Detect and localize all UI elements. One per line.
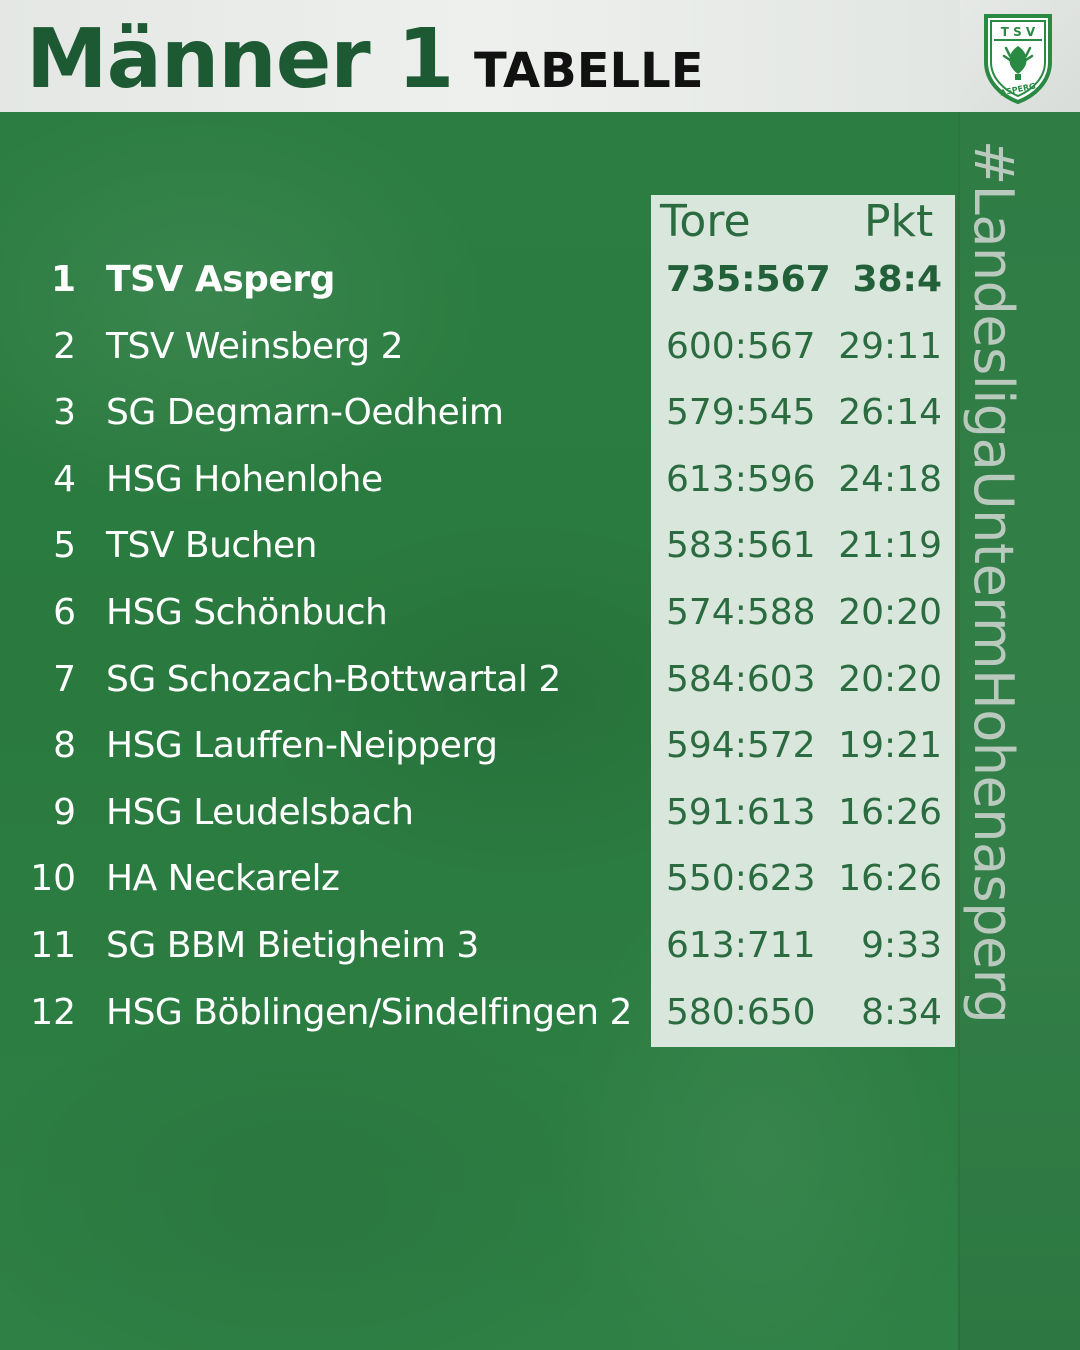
team-name: HSG Schönbuch	[106, 592, 388, 633]
points-cell: 24:18	[838, 458, 942, 500]
club-logo: T S V ASPERG	[984, 14, 1052, 104]
team-name: HA Neckarelz	[106, 858, 340, 900]
points-cell: 16:26	[838, 858, 942, 900]
points-cell: 19:21	[838, 725, 942, 767]
hashtag-strip	[958, 112, 1080, 1350]
hashtag-text: #LandesligaUntermHohenasperg	[962, 140, 1025, 1024]
points-cell: 9:33	[861, 925, 942, 966]
rank-cell: 11	[30, 925, 76, 966]
rank-cell: 6	[53, 592, 76, 633]
table-row: 9 HSG Leudelsbach 591:613 16:26	[0, 780, 960, 846]
goals-cell: 594:572	[666, 725, 816, 767]
team-name: SG Schozach-Bottwartal 2	[106, 658, 561, 700]
team-name: HSG Lauffen-Neipperg	[106, 725, 498, 767]
rank-cell: 2	[53, 325, 76, 367]
column-header-points: Pkt	[864, 196, 934, 247]
goals-cell: 613:711	[666, 925, 816, 966]
table-row: 10 HA Neckarelz 550:623 16:26	[0, 846, 960, 912]
points-cell: 29:11	[838, 325, 942, 367]
rank-cell: 4	[53, 458, 76, 500]
points-cell: 20:20	[838, 658, 942, 700]
header-band	[0, 0, 960, 112]
goals-cell: 735:567	[666, 259, 831, 300]
goals-cell: 550:623	[666, 858, 816, 900]
table-row: 6 HSG Schönbuch 574:588 20:20	[0, 580, 960, 646]
goals-cell: 583:561	[666, 525, 816, 567]
rank-cell: 7	[53, 658, 76, 700]
table-row: 12 HSG Böblingen/Sindelfingen 2 580:650 8:3…	[0, 980, 960, 1046]
team-name: TSV Buchen	[106, 525, 318, 567]
points-cell: 26:14	[838, 392, 942, 434]
goals-cell: 600:567	[666, 325, 816, 367]
points-cell: 21:19	[838, 525, 942, 567]
rank-cell: 8	[53, 725, 76, 767]
points-cell: 16:26	[838, 791, 942, 833]
goals-cell: 580:650	[666, 991, 816, 1033]
rank-cell: 5	[53, 525, 76, 567]
table-row: 2 TSV Weinsberg 2 600:567 29:11	[0, 314, 960, 380]
points-cell: 8:34	[861, 991, 942, 1033]
table-row: 7 SG Schozach-Bottwartal 2 584:603 20:20	[0, 647, 960, 713]
goals-cell: 613:596	[666, 458, 816, 500]
table-row: 1 TSV Asperg 735:567 38:4	[0, 247, 960, 313]
table-row: 4 HSG Hohenlohe 613:596 24:18	[0, 447, 960, 513]
team-name: TSV Weinsberg 2	[106, 325, 404, 367]
team-name: HSG Leudelsbach	[106, 791, 414, 833]
goals-cell: 591:613	[666, 791, 816, 833]
team-name: HSG Hohenlohe	[106, 458, 383, 500]
team-name: SG Degmarn-Oedheim	[106, 392, 504, 434]
team-name: TSV Asperg	[106, 259, 335, 300]
page-title: Männer 1	[26, 12, 454, 107]
rank-cell: 1	[50, 259, 76, 300]
stats-panel	[651, 195, 955, 1047]
table-row: 5 TSV Buchen 583:561 21:19	[0, 513, 960, 579]
rank-cell: 3	[53, 392, 76, 434]
table-row: 8 HSG Lauffen-Neipperg 594:572 19:21	[0, 713, 960, 779]
team-name: HSG Böblingen/Sindelfingen 2	[106, 991, 632, 1033]
rank-cell: 9	[53, 791, 76, 833]
goals-cell: 574:588	[666, 592, 816, 633]
table-row: 11 SG BBM Bietigheim 3 613:711 9:33	[0, 913, 960, 979]
rank-cell: 10	[30, 858, 76, 900]
points-cell: 20:20	[838, 592, 942, 633]
table-row: 3 SG Degmarn-Oedheim 579:545 26:14	[0, 380, 960, 446]
column-header-goals: Tore	[660, 196, 751, 247]
goals-cell: 579:545	[666, 392, 816, 434]
rank-cell: 12	[30, 991, 76, 1033]
team-name: SG BBM Bietigheim 3	[106, 925, 479, 966]
points-cell: 38:4	[852, 259, 942, 300]
goals-cell: 584:603	[666, 658, 816, 700]
logo-text-top: T S V	[1001, 25, 1036, 39]
page-subtitle: TABELLE	[474, 43, 704, 99]
